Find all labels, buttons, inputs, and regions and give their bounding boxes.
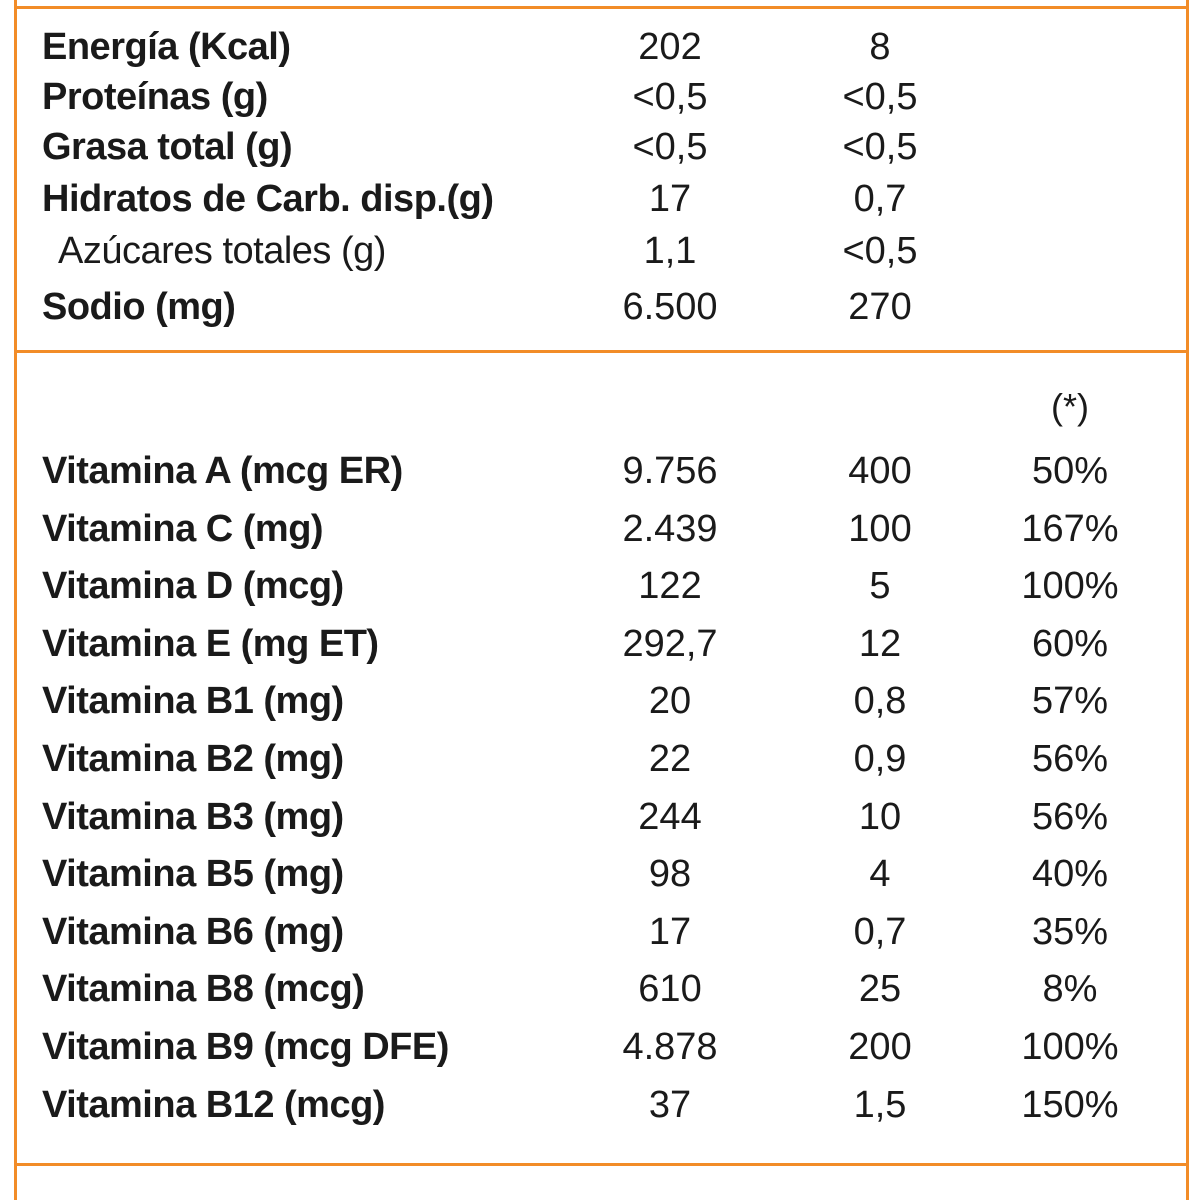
- value-per-100: 17: [648, 910, 692, 953]
- nutrient-label: Vitamina A (mcg ER): [42, 450, 403, 492]
- divider-middle: [14, 350, 1189, 353]
- value-per-portion: 200: [848, 1026, 912, 1068]
- daily-value-percent: 167%: [1021, 507, 1119, 550]
- value-per-portion: 0,7: [853, 178, 907, 220]
- table-row: Proteínas (g) <0,5 <0,5: [0, 76, 1200, 126]
- value-per-portion: 270: [848, 286, 912, 328]
- daily-value-percent: 35%: [1031, 910, 1109, 953]
- table-row: Vitamina B9 (mcg DFE) 4.878 200 100%: [0, 1026, 1200, 1076]
- value-per-portion: <0,5: [842, 76, 918, 118]
- table-row: Vitamina B2 (mg) 22 0,9 56%: [0, 738, 1200, 788]
- value-per-100: 17: [648, 178, 692, 220]
- nutrient-label: Proteínas (g): [42, 76, 268, 118]
- nutrition-table-frame: [14, 0, 1189, 1200]
- nutrient-label: Grasa total (g): [42, 126, 293, 168]
- nutrient-label: Vitamina C (mg): [42, 507, 324, 550]
- table-row: Vitamina C (mg) 2.439 100 167%: [0, 508, 1200, 558]
- daily-value-percent: 40%: [1031, 853, 1109, 896]
- value-per-portion: 0,7: [853, 910, 907, 953]
- table-row: Vitamina B6 (mg) 17 0,7 35%: [0, 911, 1200, 961]
- daily-value-percent: 50%: [1031, 450, 1109, 492]
- nutrient-label: Vitamina B3 (mg): [42, 795, 344, 838]
- value-per-portion: 4: [869, 853, 891, 896]
- value-per-100: 20: [648, 680, 692, 723]
- daily-value-percent: 56%: [1031, 795, 1109, 838]
- value-per-portion: 10: [858, 795, 902, 838]
- value-per-100: <0,5: [632, 76, 708, 118]
- daily-value-percent: 8%: [1042, 968, 1098, 1011]
- nutrient-label: Hidratos de Carb. disp.(g): [42, 178, 494, 220]
- nutrient-label: Vitamina B12 (mcg): [42, 1083, 385, 1126]
- table-row: Vitamina B12 (mcg) 37 1,5 150%: [0, 1084, 1200, 1134]
- nutrient-label: Vitamina B5 (mg): [42, 853, 344, 896]
- value-per-100: 122: [638, 565, 702, 608]
- nutrient-label: Vitamina E (mg ET): [42, 622, 379, 665]
- table-row: Vitamina D (mcg) 122 5 100%: [0, 565, 1200, 615]
- value-per-100: 98: [648, 853, 692, 896]
- nutrient-label: Vitamina B6 (mg): [42, 910, 344, 953]
- daily-value-percent: 100%: [1021, 1026, 1119, 1068]
- table-row: Vitamina B3 (mg) 244 10 56%: [0, 796, 1200, 846]
- value-per-portion: 8: [869, 26, 891, 68]
- value-per-portion: 12: [858, 622, 902, 665]
- nutrient-label: Vitamina B9 (mcg DFE): [42, 1026, 449, 1068]
- value-per-100: 1,1: [643, 230, 697, 272]
- table-row: Vitamina B5 (mg) 98 4 40%: [0, 853, 1200, 903]
- nutrient-label: Vitamina B8 (mcg): [42, 968, 365, 1011]
- value-per-100: 6.500: [622, 286, 718, 328]
- value-per-100: 244: [638, 795, 702, 838]
- table-row: Energía (Kcal) 202 8: [0, 26, 1200, 76]
- nutrient-label: Azúcares totales (g): [58, 230, 386, 272]
- daily-value-percent: 100%: [1021, 565, 1119, 608]
- nutrient-label: Energía (Kcal): [42, 26, 291, 68]
- daily-value-header: (*): [1051, 386, 1089, 427]
- value-per-portion: 0,9: [853, 738, 907, 780]
- value-per-100: 292,7: [622, 622, 718, 665]
- daily-value-percent: 56%: [1031, 738, 1109, 780]
- nutrient-label: Sodio (mg): [42, 286, 236, 328]
- table-row: Vitamina B1 (mg) 20 0,8 57%: [0, 680, 1200, 730]
- value-per-portion: <0,5: [842, 126, 918, 168]
- nutrient-label: Vitamina B1 (mg): [42, 680, 344, 723]
- table-row: Vitamina A (mcg ER) 9.756 400 50%: [0, 450, 1200, 500]
- value-per-portion: 100: [848, 507, 912, 550]
- daily-value-percent: 57%: [1031, 680, 1109, 723]
- nutrient-label: Vitamina D (mcg): [42, 565, 344, 608]
- table-row: Vitamina B8 (mcg) 610 25 8%: [0, 968, 1200, 1018]
- value-per-100: 4.878: [622, 1026, 718, 1068]
- value-per-portion: 1,5: [853, 1083, 907, 1126]
- value-per-portion: <0,5: [842, 230, 918, 272]
- value-per-100: 2.439: [622, 507, 718, 550]
- table-row: Vitamina E (mg ET) 292,7 12 60%: [0, 623, 1200, 673]
- value-per-portion: 5: [869, 565, 891, 608]
- divider-top: [14, 6, 1189, 9]
- value-per-portion: 25: [858, 968, 902, 1011]
- value-per-100: 37: [648, 1083, 692, 1126]
- daily-value-percent: 60%: [1031, 622, 1109, 665]
- nutrient-label: Vitamina B2 (mg): [42, 738, 344, 780]
- table-row: Grasa total (g) <0,5 <0,5: [0, 126, 1200, 176]
- value-per-100: <0,5: [632, 126, 708, 168]
- daily-value-percent: 150%: [1021, 1083, 1119, 1126]
- value-per-portion: 0,8: [853, 680, 907, 723]
- value-per-100: 610: [638, 968, 702, 1011]
- table-row: Hidratos de Carb. disp.(g) 17 0,7: [0, 178, 1200, 228]
- value-per-100: 22: [648, 738, 692, 780]
- value-per-portion: 400: [848, 450, 912, 492]
- table-row: Sodio (mg) 6.500 270: [0, 286, 1200, 336]
- value-per-100: 202: [638, 26, 702, 68]
- table-row: Azúcares totales (g) 1,1 <0,5: [0, 230, 1200, 280]
- divider-bottom: [14, 1163, 1189, 1166]
- value-per-100: 9.756: [622, 450, 718, 492]
